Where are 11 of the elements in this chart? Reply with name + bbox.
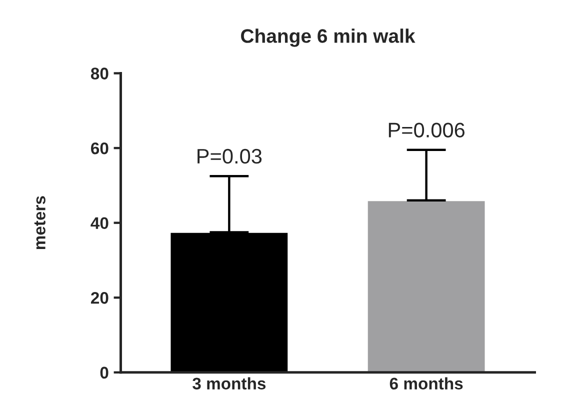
annotation: P=0.006	[388, 122, 465, 138]
chart-title: Change 6 min walk	[241, 28, 416, 47]
x-tick-label: 3 months	[192, 377, 266, 390]
y-axis-title: meters	[34, 196, 46, 250]
x-tick-label: 6 months	[390, 377, 463, 390]
y-tick-label: 20	[90, 292, 108, 304]
y-tick-label: 60	[91, 142, 108, 154]
annotation: P=0.03	[198, 148, 262, 164]
y-tick-label: 40	[90, 217, 108, 230]
y-tick-label: 0	[100, 366, 108, 379]
y-tick-label: 80	[90, 68, 108, 80]
